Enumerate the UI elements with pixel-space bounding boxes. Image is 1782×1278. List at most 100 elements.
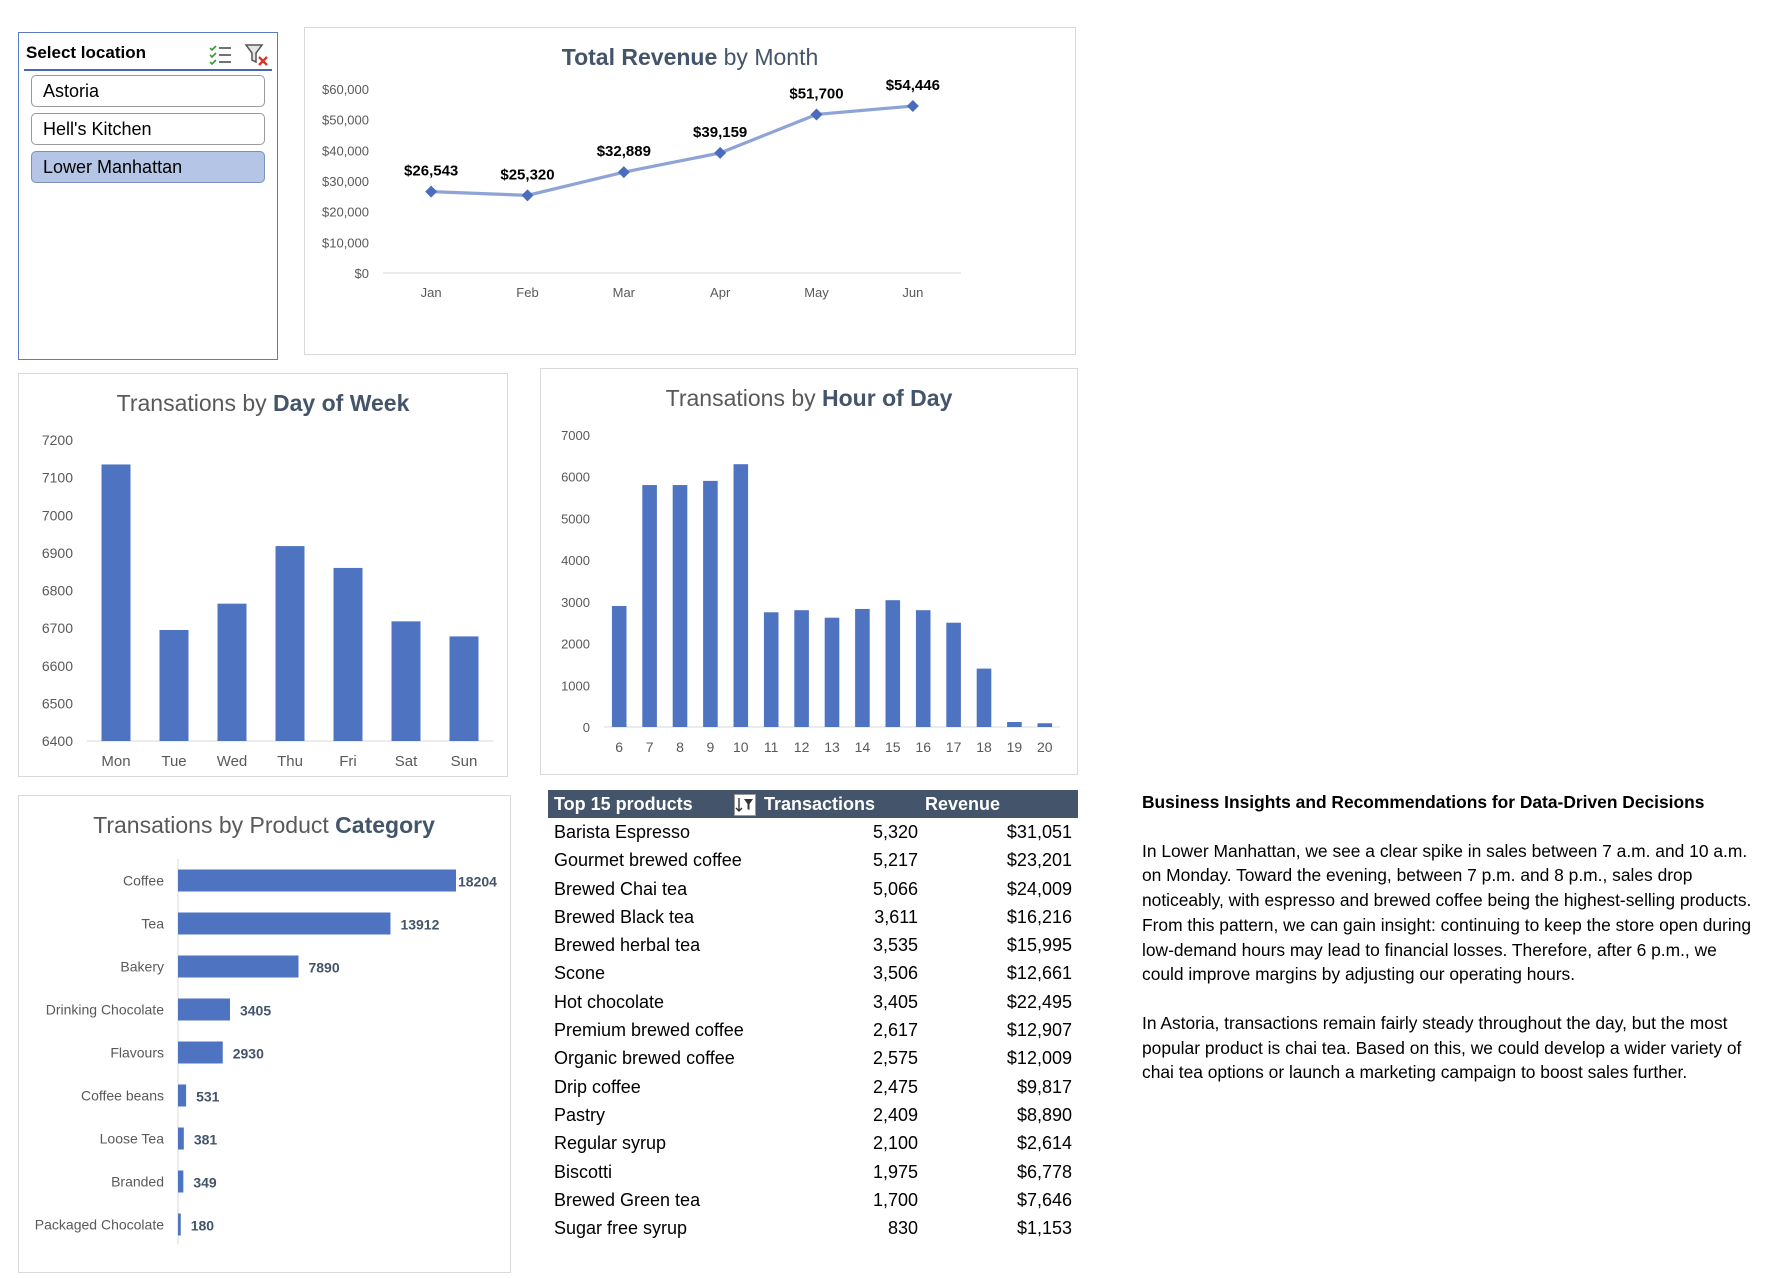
hour-bar	[1037, 723, 1053, 727]
revenue-chart-title: Total Revenue by Month	[562, 44, 819, 70]
dow-y-tick: 6700	[42, 620, 73, 636]
hour-y-tick: 1000	[561, 678, 590, 693]
revenue-point	[521, 189, 534, 202]
hour-x-tick: 17	[946, 739, 962, 755]
table-row: Barista Espresso 5,320 $31,051	[548, 818, 1078, 846]
product-name: Drip coffee	[554, 1076, 641, 1097]
multi-select-icon[interactable]	[208, 42, 234, 68]
revenue-point	[810, 108, 823, 121]
product-name: Biscotti	[554, 1161, 613, 1182]
revenue-value: $6,778	[1016, 1161, 1072, 1182]
revenue-y-tick: $40,000	[322, 143, 369, 158]
table-row: Brewed Chai tea 5,066 $24,009	[548, 875, 1078, 903]
dow-bar	[391, 621, 421, 741]
hour-bar	[733, 464, 749, 727]
hour-x-tick: 6	[615, 739, 623, 755]
category-chart-title: Transations by Product Category	[93, 812, 435, 838]
category-label: Coffee	[123, 873, 164, 889]
category-bar	[178, 912, 391, 935]
revenue-value: $9,817	[1016, 1076, 1072, 1097]
hour-x-tick: 18	[976, 739, 992, 755]
dow-x-tick: Mon	[101, 753, 130, 770]
revenue-value: $1,153	[1016, 1218, 1072, 1239]
hour-bar	[824, 617, 840, 727]
dow-bar	[275, 546, 305, 741]
dow-y-tick: 6500	[42, 695, 73, 711]
revenue-value: $23,201	[1006, 850, 1072, 871]
slicer-item-astoria[interactable]: Astoria	[31, 75, 265, 107]
table-row: Scone 3,506 $12,661	[548, 959, 1078, 987]
dow-bar	[449, 636, 479, 741]
slicer-item-lower-manhattan[interactable]: Lower Manhattan	[31, 151, 265, 183]
transactions-value: 3,611	[874, 906, 918, 927]
hour-bar	[794, 610, 809, 727]
transactions-value: 5,066	[872, 878, 918, 899]
category-data-label: 381	[194, 1132, 218, 1148]
hour-bar	[915, 610, 931, 727]
top15-table: Top 15 products Transactions Revenue Bar…	[548, 790, 1078, 1242]
category-bar	[178, 1213, 181, 1236]
product-name: Premium brewed coffee	[554, 1020, 744, 1041]
dow-x-tick: Fri	[339, 753, 357, 770]
insights-heading: Business Insights and Recommendations fo…	[1142, 792, 1705, 812]
location-slicer: Select location Astoria Hell's Kitchen L…	[18, 32, 278, 360]
hour-x-tick: 20	[1037, 739, 1053, 755]
revenue-value: $8,890	[1016, 1104, 1072, 1125]
hour-y-tick: 7000	[561, 428, 590, 443]
revenue-x-tick: Jan	[421, 285, 442, 300]
transactions-value: 5,320	[872, 822, 918, 842]
revenue-value: $22,495	[1006, 991, 1072, 1012]
revenue-value: $31,051	[1006, 822, 1072, 842]
dow-y-tick: 6900	[42, 545, 73, 561]
header-revenue: Revenue	[925, 794, 1001, 814]
product-name: Hot chocolate	[554, 991, 665, 1012]
revenue-point	[906, 100, 919, 113]
hour-x-tick: 12	[794, 739, 810, 755]
hour-y-tick: 0	[583, 720, 590, 735]
category-label: Bakery	[120, 959, 164, 975]
clear-filter-icon[interactable]	[244, 42, 270, 68]
table-row: Gourmet brewed coffee 5,217 $23,201	[548, 846, 1078, 874]
dow-chart: Transations by Day of Week 6400 6500 6600 6…	[42, 390, 493, 770]
product-name: Organic brewed coffee	[554, 1048, 735, 1069]
revenue-value: $16,216	[1006, 906, 1072, 927]
category-label: Coffee beans	[81, 1088, 164, 1104]
dow-chart-panel: Transations by Day of Week 6400 6500 6600 6…	[18, 373, 508, 777]
hour-chart-title: Transations by Hour of Day	[666, 385, 953, 411]
category-chart-panel: Transations by Product Category Coffee 18…	[18, 795, 511, 1273]
category-data-label: 531	[196, 1089, 220, 1105]
top15-header: Top 15 products Transactions Revenue	[548, 790, 1078, 818]
table-row: Drip coffee 2,475 $9,817	[548, 1073, 1078, 1101]
insights-paragraph-2: In Astoria, transactions remain fairly s…	[1142, 1012, 1742, 1083]
revenue-value: $7,646	[1016, 1189, 1072, 1210]
category-bar	[178, 1041, 223, 1064]
revenue-x-tick: May	[804, 285, 829, 300]
transactions-value: 2,617	[872, 1020, 918, 1041]
hour-x-tick: 9	[707, 739, 715, 755]
product-name: Scone	[554, 963, 606, 984]
insights-paragraph-1: In Lower Manhattan, we see a clear spike…	[1142, 840, 1752, 985]
category-label: Packaged Chocolate	[35, 1217, 164, 1233]
dow-bar	[101, 464, 131, 741]
hour-bar	[976, 668, 992, 727]
dow-y-tick: 7100	[42, 470, 73, 486]
top15-body: Barista Espresso 5,320 $31,051 Gourmet brew…	[548, 818, 1078, 1242]
dow-x-tick: Sat	[395, 753, 418, 770]
dow-x-tick: Wed	[217, 753, 248, 770]
category-bar	[178, 1127, 184, 1150]
header-products: Top 15 products	[554, 794, 693, 814]
sort-filter-icon	[735, 798, 753, 812]
hour-x-tick: 10	[733, 739, 749, 755]
product-name: Brewed herbal tea	[554, 935, 701, 956]
slicer-item-hells-kitchen[interactable]: Hell's Kitchen	[31, 113, 265, 145]
table-row: Brewed herbal tea 3,535 $15,995	[548, 931, 1078, 959]
product-name: Brewed Black tea	[554, 906, 695, 927]
revenue-series-line	[431, 104, 913, 197]
transactions-value: 3,405	[872, 991, 918, 1012]
category-bar	[178, 955, 299, 978]
dow-y-tick: 6600	[42, 658, 73, 674]
product-name: Barista Espresso	[554, 822, 691, 842]
category-bar	[178, 1170, 184, 1193]
sort-filter-button[interactable]	[734, 794, 756, 816]
revenue-data-label: $32,889	[597, 143, 651, 160]
